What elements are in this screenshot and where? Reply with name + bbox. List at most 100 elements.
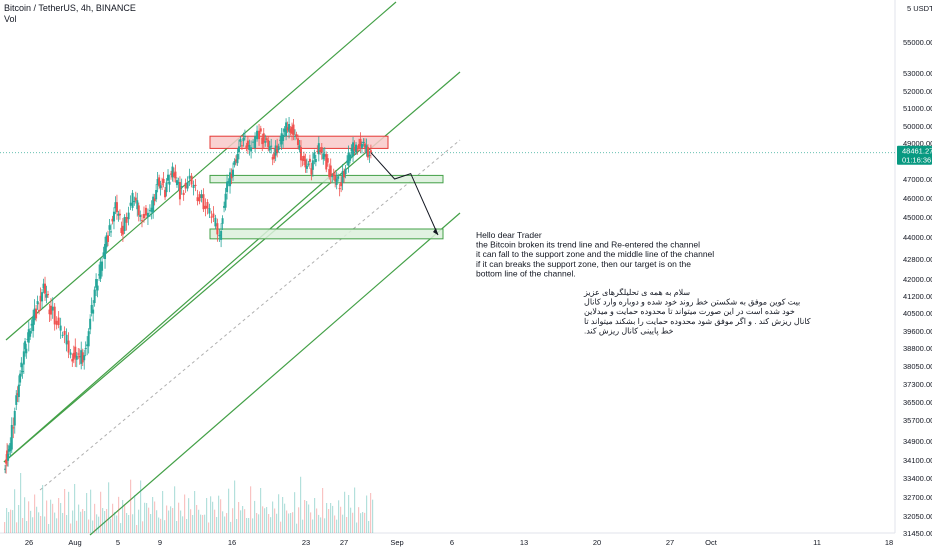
candle-body — [274, 145, 277, 156]
candle-body — [282, 134, 285, 141]
candle-body — [144, 207, 147, 216]
time-tick-label: 18 — [885, 538, 893, 547]
volume-bar — [302, 519, 304, 533]
volume-bar — [78, 504, 80, 533]
volume-bar — [126, 513, 128, 533]
volume-bar — [242, 506, 244, 533]
volume-bar — [24, 497, 26, 533]
price-tick-label: 37300.00 — [903, 380, 932, 389]
candle-body — [323, 154, 326, 157]
volume-bar — [26, 521, 28, 533]
candle-body — [57, 317, 60, 326]
volume-bar — [228, 488, 230, 533]
candle-body — [33, 308, 36, 321]
candle-body — [148, 210, 151, 212]
currency-label: 5 USDT — [907, 4, 932, 13]
volume-bar — [168, 510, 170, 533]
candle-body — [335, 178, 338, 185]
volume-bar — [274, 508, 276, 533]
volume-label: Vol — [4, 14, 17, 24]
candle-body — [248, 144, 251, 151]
candle-body — [307, 163, 310, 165]
candle-body — [347, 152, 350, 166]
volume-bar — [290, 513, 292, 533]
volume-bar — [68, 491, 70, 533]
price-tick-label: 45000.00 — [903, 213, 932, 222]
volume-bar — [60, 503, 62, 533]
candle-body — [9, 443, 12, 452]
candle-body — [252, 141, 255, 143]
volume-bar — [102, 508, 104, 533]
candle-body — [75, 355, 78, 360]
volume-bar — [204, 514, 206, 533]
candle-body — [117, 213, 120, 216]
volume-bar — [6, 508, 8, 533]
candle-body — [198, 194, 201, 202]
candle-body — [194, 184, 197, 186]
time-tick-label: 6 — [450, 538, 454, 547]
candle-body — [47, 294, 49, 296]
price-tick-label: 35700.00 — [903, 416, 932, 425]
candle-body — [264, 141, 267, 143]
candle-body — [17, 384, 20, 398]
volume-bar — [372, 499, 374, 533]
candle-body — [74, 346, 77, 358]
candle-body — [311, 160, 314, 170]
candle-body — [49, 305, 52, 315]
candle-body — [131, 192, 134, 208]
channel-lower-line — [89, 212, 461, 536]
candle-body — [178, 182, 181, 200]
candle-body — [186, 182, 189, 189]
candle-body — [365, 145, 368, 153]
price-tick-label: 34900.00 — [903, 437, 932, 446]
volume-bar — [116, 515, 118, 533]
english-annotation-line: it can fall to the support zone and the … — [476, 249, 714, 259]
candle-body — [218, 234, 221, 237]
volume-bar — [184, 494, 186, 533]
candle-body — [125, 217, 128, 223]
candle-body — [308, 158, 311, 162]
candle-body — [236, 153, 239, 164]
candle-body — [265, 138, 268, 140]
candle-body — [320, 147, 323, 153]
volume-bar — [256, 513, 258, 533]
volume-bar — [272, 501, 274, 533]
volume-bar — [178, 502, 180, 533]
volume-bar — [58, 498, 60, 533]
english-annotation-line: Hello dear Trader — [476, 230, 542, 240]
time-tick-label: 16 — [228, 538, 236, 547]
volume-bar — [300, 476, 302, 533]
volume-bar — [278, 494, 280, 533]
volume-bar — [346, 517, 348, 533]
candle-body — [332, 172, 335, 176]
volume-bar — [294, 492, 296, 533]
price-tick-label: 50000.00 — [903, 122, 932, 131]
current-price-countdown: 01:16:36 — [902, 156, 931, 165]
candle-body — [220, 231, 223, 240]
volume-bar — [170, 506, 172, 533]
candle-body — [329, 165, 332, 177]
candle-body — [121, 225, 124, 235]
volume-bar — [110, 518, 112, 533]
candle-body — [328, 169, 331, 177]
candle-body — [212, 213, 215, 218]
time-tick-label: 13 — [520, 538, 528, 547]
volume-bar — [130, 479, 132, 533]
candle-body — [299, 146, 302, 161]
volume-bar — [258, 514, 260, 533]
candle-body — [36, 301, 39, 305]
volume-bar — [252, 518, 254, 533]
candle-body — [142, 213, 145, 219]
candle-body — [108, 225, 111, 230]
candle-body — [245, 145, 248, 149]
candle-body — [111, 218, 114, 222]
price-tick-label: 33400.00 — [903, 474, 932, 483]
volume-bar — [298, 507, 300, 533]
volume-bar — [314, 498, 316, 533]
volume-bar — [22, 518, 24, 533]
candle-body — [352, 142, 355, 157]
volume-bar — [20, 473, 22, 533]
